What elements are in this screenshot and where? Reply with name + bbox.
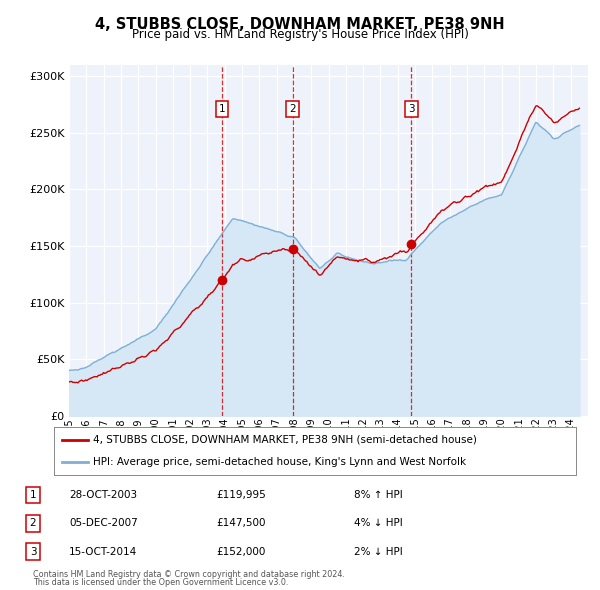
Text: This data is licensed under the Open Government Licence v3.0.: This data is licensed under the Open Gov… <box>33 578 289 587</box>
Text: 1: 1 <box>218 104 225 114</box>
Text: 15-OCT-2014: 15-OCT-2014 <box>69 547 137 556</box>
Text: 2: 2 <box>289 104 296 114</box>
Text: HPI: Average price, semi-detached house, King's Lynn and West Norfolk: HPI: Average price, semi-detached house,… <box>93 457 466 467</box>
Text: £152,000: £152,000 <box>216 547 265 556</box>
Text: Contains HM Land Registry data © Crown copyright and database right 2024.: Contains HM Land Registry data © Crown c… <box>33 570 345 579</box>
Text: 2% ↓ HPI: 2% ↓ HPI <box>354 547 403 556</box>
Text: Price paid vs. HM Land Registry's House Price Index (HPI): Price paid vs. HM Land Registry's House … <box>131 28 469 41</box>
Text: 8% ↑ HPI: 8% ↑ HPI <box>354 490 403 500</box>
Text: £119,995: £119,995 <box>216 490 266 500</box>
Text: 3: 3 <box>408 104 415 114</box>
Text: 05-DEC-2007: 05-DEC-2007 <box>69 519 138 528</box>
Text: 3: 3 <box>29 547 37 556</box>
Text: 4, STUBBS CLOSE, DOWNHAM MARKET, PE38 9NH (semi-detached house): 4, STUBBS CLOSE, DOWNHAM MARKET, PE38 9N… <box>93 435 477 445</box>
Text: 4% ↓ HPI: 4% ↓ HPI <box>354 519 403 528</box>
Text: 2: 2 <box>29 519 37 528</box>
Text: £147,500: £147,500 <box>216 519 265 528</box>
Text: 4, STUBBS CLOSE, DOWNHAM MARKET, PE38 9NH: 4, STUBBS CLOSE, DOWNHAM MARKET, PE38 9N… <box>95 17 505 31</box>
Text: 28-OCT-2003: 28-OCT-2003 <box>69 490 137 500</box>
Text: 1: 1 <box>29 490 37 500</box>
